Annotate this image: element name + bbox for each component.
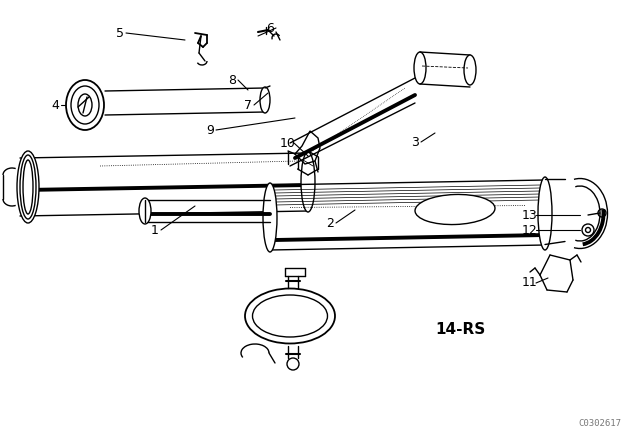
Text: 3: 3	[411, 135, 419, 148]
Ellipse shape	[17, 151, 39, 223]
Ellipse shape	[414, 52, 426, 84]
Text: 9: 9	[206, 124, 214, 137]
Text: 4: 4	[51, 99, 59, 112]
Text: 1: 1	[151, 224, 159, 237]
Text: C0302617: C0302617	[579, 418, 621, 427]
Text: 7: 7	[244, 99, 252, 112]
Ellipse shape	[301, 152, 315, 212]
Ellipse shape	[78, 94, 92, 116]
Ellipse shape	[66, 80, 104, 130]
Text: 10: 10	[280, 137, 296, 150]
Text: 6: 6	[266, 22, 274, 34]
Text: 12: 12	[522, 224, 538, 237]
Ellipse shape	[139, 198, 151, 224]
Text: 13: 13	[522, 208, 538, 221]
Ellipse shape	[71, 86, 99, 124]
Ellipse shape	[415, 194, 495, 224]
Ellipse shape	[538, 177, 552, 250]
Ellipse shape	[23, 160, 33, 214]
Ellipse shape	[263, 183, 277, 252]
Text: 14-RS: 14-RS	[435, 323, 485, 337]
Text: 8: 8	[228, 73, 236, 86]
Ellipse shape	[20, 155, 36, 219]
Text: 5: 5	[116, 26, 124, 39]
Ellipse shape	[260, 87, 270, 113]
Text: 2: 2	[326, 216, 334, 229]
Text: 11: 11	[522, 276, 538, 289]
Ellipse shape	[464, 55, 476, 85]
